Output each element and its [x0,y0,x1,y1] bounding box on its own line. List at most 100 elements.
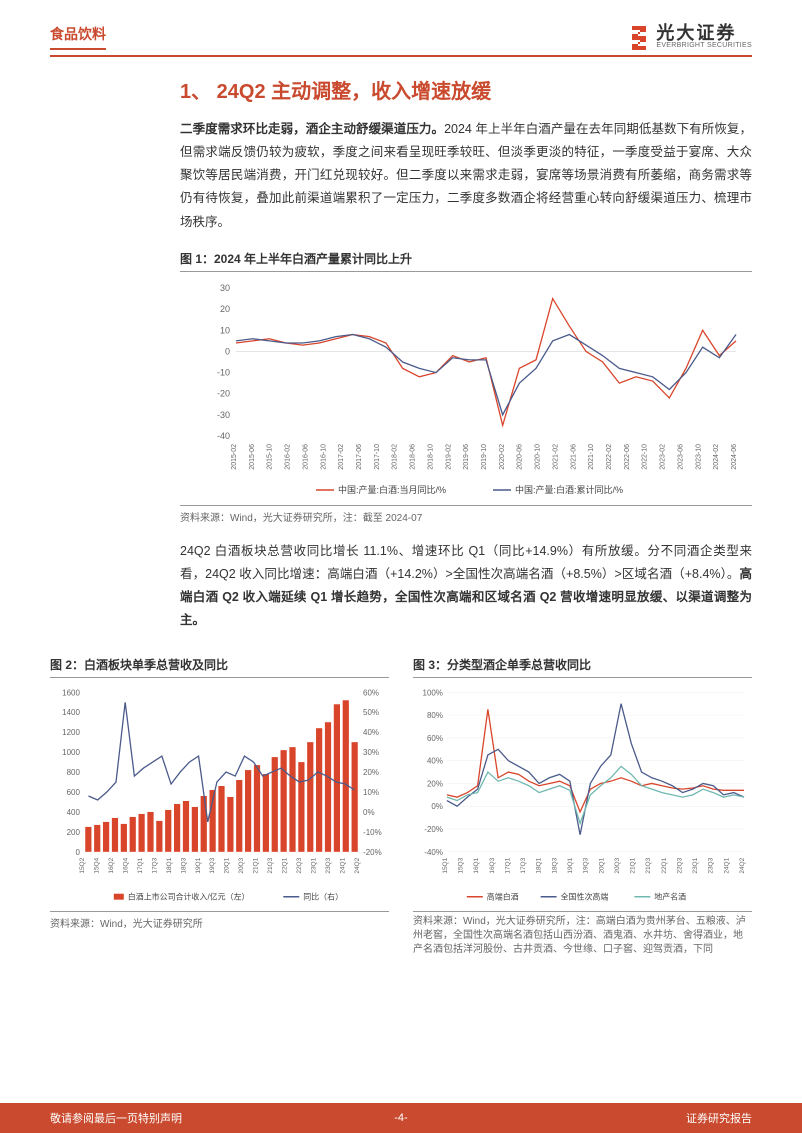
svg-text:2021-02: 2021-02 [552,444,559,470]
svg-text:80%: 80% [427,711,443,720]
svg-text:19Q3: 19Q3 [209,858,216,874]
svg-text:18Q3: 18Q3 [551,858,558,874]
category-tag: 食品饮料 [50,24,106,50]
svg-text:30%: 30% [363,748,379,757]
main-content: 1、 24Q2 主动调整，收入增速放缓 二季度需求环比走弱，酒企主动舒缓渠道压力… [0,57,802,524]
svg-text:15Q3: 15Q3 [458,858,465,874]
para1-lead: 二季度需求环比走弱，酒企主动舒缓渠道压力。 [180,122,444,136]
svg-text:400: 400 [67,808,81,817]
svg-text:18Q1: 18Q1 [536,858,543,874]
svg-text:16Q1: 16Q1 [473,858,480,874]
svg-text:21Q1: 21Q1 [253,858,260,874]
svg-text:200: 200 [67,828,81,837]
svg-text:23Q3: 23Q3 [708,858,715,874]
svg-text:全国性次高端: 全国性次高端 [561,892,609,902]
svg-text:100%: 100% [423,688,443,697]
svg-text:23Q1: 23Q1 [311,858,318,874]
svg-text:10: 10 [220,325,230,335]
svg-text:2017-02: 2017-02 [338,444,345,470]
svg-text:2018-06: 2018-06 [410,444,417,470]
page-header: 食品饮料 光大证券 EVERBRIGHT SECURITIES [0,0,802,55]
svg-text:600: 600 [67,788,81,797]
svg-text:60%: 60% [363,688,379,697]
svg-text:-20%: -20% [424,825,443,834]
company-logo: 光大证券 EVERBRIGHT SECURITIES [628,24,752,50]
svg-text:2022-06: 2022-06 [624,444,631,470]
svg-text:2015-06: 2015-06 [249,444,256,470]
para2-body: 24Q2 白酒板块总营收同比增长 11.1%、增速环比 Q1（同比+14.9%）… [180,544,752,581]
svg-text:17Q3: 17Q3 [520,858,527,874]
svg-text:2019-02: 2019-02 [445,444,452,470]
fig3-chart: -40%-20%0%20%40%60%80%100%15Q115Q316Q116… [413,684,752,904]
footer-right: 证券研究报告 [686,1110,752,1126]
svg-text:0%: 0% [363,808,375,817]
svg-text:24Q2: 24Q2 [739,858,746,874]
fig3-rule [413,677,752,678]
svg-text:2023-06: 2023-06 [677,444,684,470]
fig1-source: 资料来源：Wind，光大证券研究所，注：截至 2024-07 [180,505,752,524]
paragraph-2: 24Q2 白酒板块总营收同比增长 11.1%、增速环比 Q1（同比+14.9%）… [180,540,752,633]
svg-text:1000: 1000 [62,748,80,757]
svg-text:17Q1: 17Q1 [504,858,511,874]
svg-text:2017-10: 2017-10 [374,444,381,470]
svg-text:1200: 1200 [62,728,80,737]
two-column-figures: 图 2：白酒板块单季总营收及同比 02004006008001000120014… [0,648,802,957]
svg-text:22Q1: 22Q1 [282,858,289,874]
svg-text:21Q3: 21Q3 [267,858,274,874]
svg-text:20Q1: 20Q1 [224,858,231,874]
svg-text:10%: 10% [363,788,379,797]
svg-text:-10: -10 [217,367,230,377]
figure-1: 图 1：2024 年上半年白酒产量累计同比上升 -40-30-20-100102… [180,250,752,524]
svg-text:-20: -20 [217,388,230,398]
mid-paragraph-block: 24Q2 白酒板块总营收同比增长 11.1%、增速环比 Q1（同比+14.9%）… [0,524,802,633]
svg-text:2022-02: 2022-02 [606,444,613,470]
svg-text:24Q1: 24Q1 [340,858,347,874]
svg-text:0: 0 [225,346,230,356]
svg-text:24Q1: 24Q1 [723,858,730,874]
svg-text:22Q3: 22Q3 [296,858,303,874]
fig3-source: 资料来源：Wind，光大证券研究所，注：高端白酒为贵州茅台、五粮液、泸州老窖，全… [413,911,752,957]
svg-text:40%: 40% [363,728,379,737]
svg-text:同比（右）: 同比（右） [303,892,343,902]
svg-text:22Q3: 22Q3 [676,858,683,874]
fig1-rule [180,271,752,272]
figure-3: 图 3：分类型酒企单季总营收同比 -40%-20%0%20%40%60%80%1… [413,656,752,957]
svg-text:19Q3: 19Q3 [583,858,590,874]
svg-text:2016-10: 2016-10 [320,444,327,470]
svg-text:2019-06: 2019-06 [463,444,470,470]
svg-text:20Q3: 20Q3 [238,858,245,874]
svg-text:-10%: -10% [363,828,382,837]
svg-text:60%: 60% [427,734,443,743]
svg-text:1600: 1600 [62,688,80,697]
svg-text:800: 800 [67,768,81,777]
svg-text:16Q2: 16Q2 [108,858,115,874]
svg-text:1400: 1400 [62,708,80,717]
svg-text:中国:产量:白酒:当月同比/%: 中国:产量:白酒:当月同比/% [338,484,446,495]
svg-text:21Q3: 21Q3 [645,858,652,874]
section-title: 1、 24Q2 主动调整，收入增速放缓 [180,75,752,104]
svg-text:地产名酒: 地产名酒 [654,892,686,902]
page-number: -4- [394,1112,407,1124]
svg-text:2023-02: 2023-02 [660,444,667,470]
svg-text:2020-06: 2020-06 [517,444,524,470]
fig1-chart: -40-30-20-1001020302015-022015-062015-10… [180,278,752,498]
svg-text:40%: 40% [427,757,443,766]
svg-text:15Q1: 15Q1 [442,858,449,874]
svg-text:21Q1: 21Q1 [630,858,637,874]
fig2-source: 资料来源：Wind，光大证券研究所 [50,911,389,930]
svg-text:17Q1: 17Q1 [137,858,144,874]
svg-text:15Q2: 15Q2 [79,858,86,874]
svg-text:50%: 50% [363,708,379,717]
svg-text:18Q1: 18Q1 [166,858,173,874]
svg-text:-40: -40 [217,431,230,441]
para1-body: 2024 年上半年白酒产量在去年同期低基数下有所恢复，但需求端反馈仍较为疲软，季… [180,122,752,229]
svg-text:24Q2: 24Q2 [354,858,361,874]
svg-text:2024-02: 2024-02 [713,444,720,470]
svg-text:2021-10: 2021-10 [588,444,595,470]
svg-text:17Q3: 17Q3 [151,858,158,874]
svg-text:16Q4: 16Q4 [122,858,129,874]
svg-text:-40%: -40% [424,848,443,857]
svg-text:16Q3: 16Q3 [489,858,496,874]
logo-text-cn: 光大证券 [656,24,752,42]
fig3-title: 图 3：分类型酒企单季总营收同比 [413,656,752,673]
